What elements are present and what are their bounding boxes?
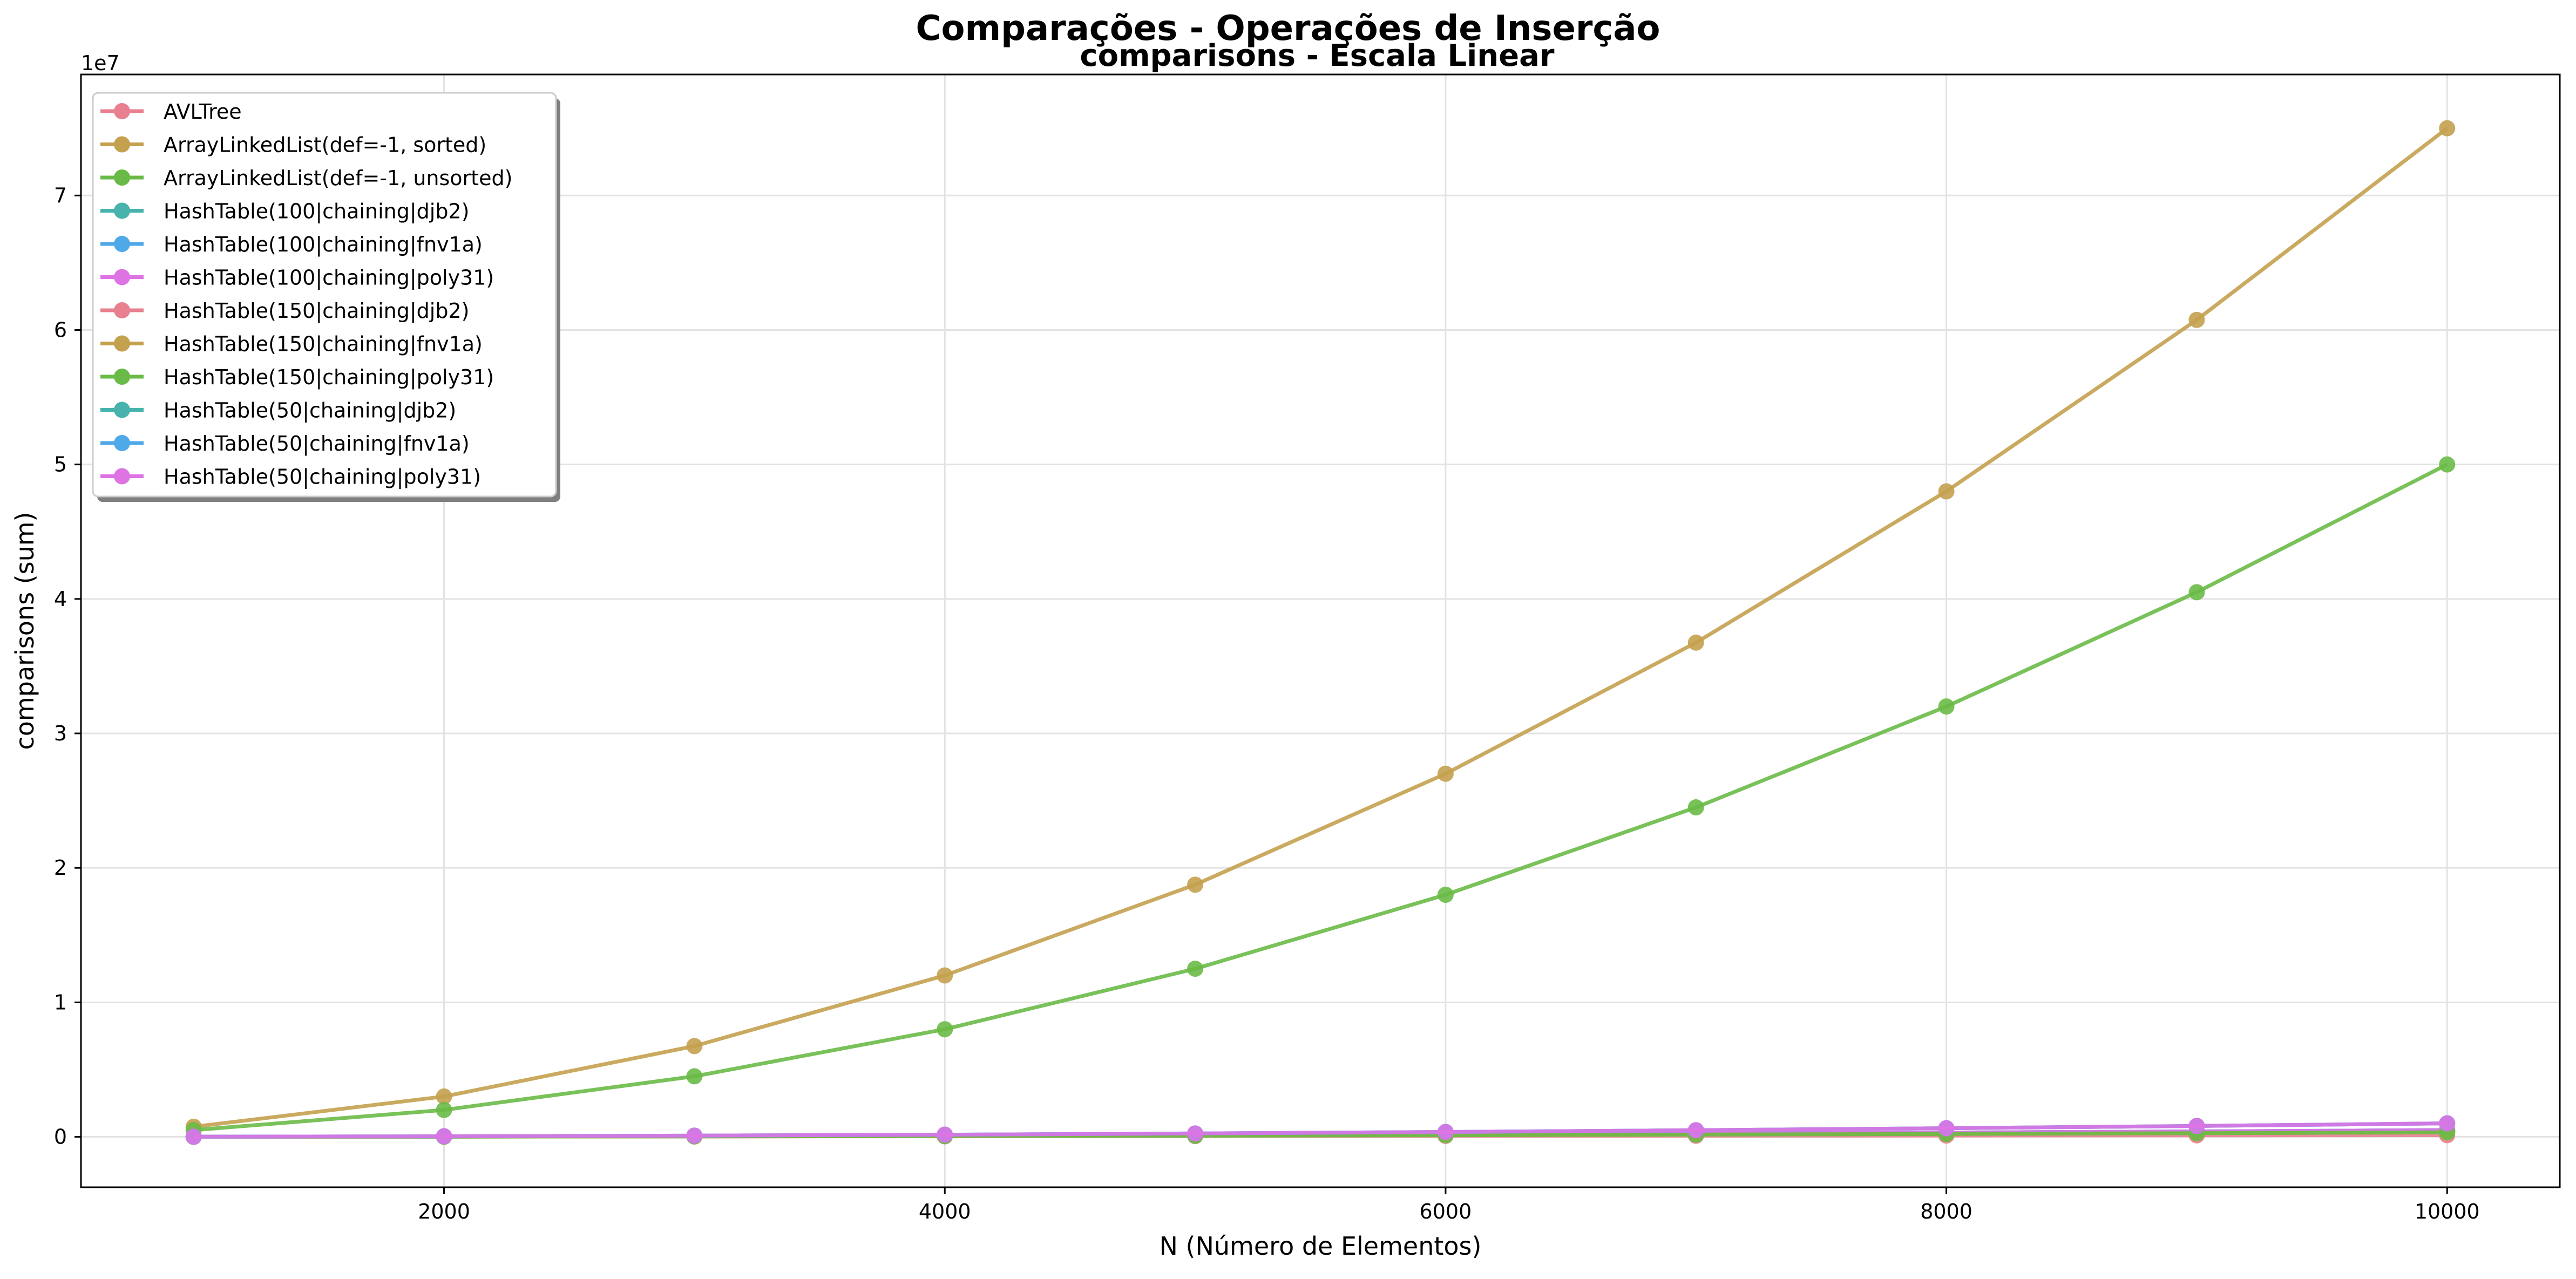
legend-marker <box>114 103 130 119</box>
data-point <box>686 1127 703 1144</box>
y-tick-label: 6 <box>54 318 67 342</box>
data-point <box>2439 1115 2456 1132</box>
data-point <box>2188 311 2205 328</box>
data-point <box>1187 876 1204 893</box>
legend-items: AVLTree ArrayLinkedList(def=-1, sorted) Ar… <box>100 100 512 489</box>
data-point <box>2439 120 2456 137</box>
legend-marker <box>114 468 130 485</box>
data-point <box>436 1128 452 1145</box>
legend-marker <box>114 136 130 153</box>
legend-item: ArrayLinkedList(def=-1, unsorted) <box>100 166 512 190</box>
series-line <box>193 126 2449 1129</box>
data-point <box>1437 887 1454 903</box>
legend-item: HashTable(50|chaining|djb2) <box>100 399 456 423</box>
data-point <box>1187 961 1204 977</box>
data-point <box>1687 634 1704 651</box>
series-layer <box>185 120 2456 1145</box>
data-point <box>686 1038 703 1055</box>
series-line <box>193 462 2448 1132</box>
plot-frame <box>80 73 2561 1188</box>
legend-item: HashTable(50|chaining|poly31) <box>100 465 481 489</box>
data-point <box>1687 799 1704 816</box>
data-point <box>1938 1120 1955 1137</box>
legend-marker <box>114 335 130 352</box>
y-axis-ticks: 0 1 2 3 4 5 6 7 <box>54 183 81 1149</box>
legend-item: HashTable(100|chaining|djb2) <box>100 200 469 224</box>
legend-label: HashTable(150|chaining|poly31) <box>164 365 494 390</box>
data-point <box>436 1101 452 1118</box>
legend-item: HashTable(150|chaining|poly31) <box>100 365 494 390</box>
legend-label: HashTable(100|chaining|poly31) <box>164 266 494 290</box>
legend-label: HashTable(50|chaining|fnv1a) <box>164 432 470 456</box>
data-point <box>1938 483 1955 500</box>
y-tick-label: 5 <box>54 453 67 477</box>
chart-title: Comparações - Operações de Inserção <box>916 9 1660 49</box>
y-axis-offset-label: 1e7 <box>81 51 120 75</box>
legend-label: ArrayLinkedList(def=-1, unsorted) <box>164 166 512 190</box>
y-tick-label: 2 <box>54 856 67 880</box>
data-point <box>185 1128 202 1145</box>
data-point <box>1437 1124 1454 1140</box>
legend-marker <box>114 236 130 252</box>
legend-marker <box>114 435 130 451</box>
data-point <box>1938 698 1955 715</box>
legend-label: HashTable(100|chaining|fnv1a) <box>164 233 483 257</box>
data-point <box>2188 1118 2205 1134</box>
y-tick-label: 3 <box>54 722 67 745</box>
legend-label: HashTable(50|chaining|poly31) <box>164 465 481 489</box>
data-point <box>937 1021 953 1038</box>
legend-item: ArrayLinkedList(def=-1, sorted) <box>100 133 486 157</box>
legend-marker <box>114 302 130 318</box>
legend-marker <box>114 269 130 285</box>
legend-item: HashTable(50|chaining|fnv1a) <box>100 432 470 456</box>
legend-item: HashTable(150|chaining|djb2) <box>100 299 469 323</box>
legend-marker <box>114 402 130 418</box>
series-11 <box>185 1115 2456 1145</box>
chart-subtitle: comparisons - Escala Linear <box>1080 38 1555 73</box>
legend-box <box>92 92 557 498</box>
data-point <box>1437 765 1454 782</box>
data-point <box>1687 1122 1704 1139</box>
series-2 <box>185 456 2456 1139</box>
data-point <box>937 967 953 984</box>
legend-item: AVLTree <box>100 100 242 124</box>
data-point <box>686 1068 703 1085</box>
legend-marker <box>114 169 130 186</box>
y-tick-label: 0 <box>54 1125 67 1149</box>
x-axis-ticks: 2000 4000 6000 8000 10000 <box>418 1187 2480 1223</box>
legend-item: HashTable(100|chaining|poly31) <box>100 266 494 290</box>
data-point <box>2188 584 2205 601</box>
data-point <box>1187 1125 1204 1142</box>
x-tick-label: 10000 <box>2415 1200 2480 1223</box>
legend-label: ArrayLinkedList(def=-1, sorted) <box>164 133 486 157</box>
x-axis-label: N (Número de Elementos) <box>1160 1232 1482 1261</box>
legend-marker <box>114 202 130 219</box>
legend-marker <box>114 369 130 385</box>
x-tick-label: 2000 <box>418 1200 470 1223</box>
y-tick-label: 4 <box>54 587 67 611</box>
legend-label: HashTable(100|chaining|djb2) <box>164 200 469 224</box>
legend-label: HashTable(50|chaining|djb2) <box>164 399 456 423</box>
legend-label: HashTable(150|chaining|fnv1a) <box>164 332 483 357</box>
data-point <box>937 1126 953 1143</box>
x-tick-label: 6000 <box>1420 1200 1472 1223</box>
y-axis-label: comparisons (sum) <box>10 512 39 750</box>
legend-label: HashTable(150|chaining|djb2) <box>164 299 469 323</box>
legend-label: AVLTree <box>164 100 242 124</box>
series-line <box>193 1121 2448 1139</box>
x-tick-label: 4000 <box>919 1200 971 1223</box>
data-point <box>2439 456 2456 473</box>
legend: AVLTree ArrayLinkedList(def=-1, sorted) Ar… <box>92 92 560 502</box>
data-point <box>436 1088 452 1105</box>
x-tick-label: 8000 <box>1920 1200 1972 1223</box>
legend-item: HashTable(150|chaining|fnv1a) <box>100 332 483 357</box>
legend-item: HashTable(100|chaining|fnv1a) <box>100 233 483 257</box>
y-tick-label: 7 <box>54 183 67 207</box>
y-tick-label: 1 <box>54 990 67 1014</box>
